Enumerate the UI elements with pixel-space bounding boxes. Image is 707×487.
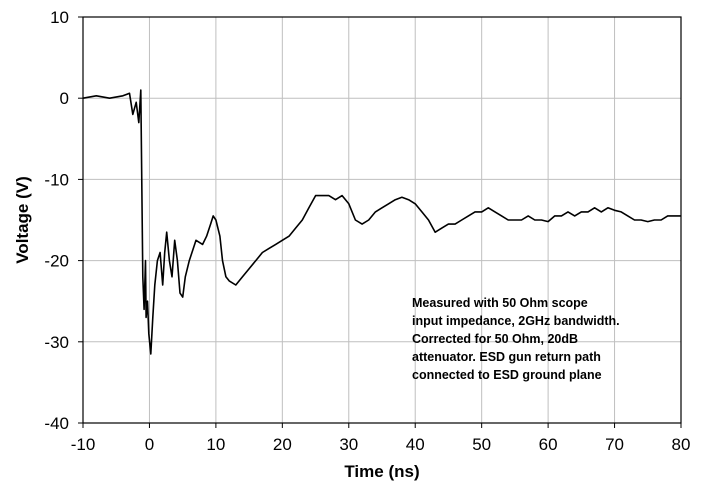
y-tick-label: -10 <box>44 170 69 189</box>
x-tick-label: -10 <box>71 435 96 454</box>
measurement-note-line: input impedance, 2GHz bandwidth. <box>412 314 620 328</box>
x-tick-label: 70 <box>605 435 624 454</box>
y-tick-labels: 10 0 -10 -20 -30 -40 <box>44 8 69 433</box>
y-tick-label: 0 <box>60 89 69 108</box>
x-tick-label: 60 <box>539 435 558 454</box>
x-tick-label: 40 <box>406 435 425 454</box>
measurement-note: Measured with 50 Ohm scope input impedan… <box>412 296 620 382</box>
y-tick-label: -20 <box>44 252 69 271</box>
x-tick-label: 30 <box>339 435 358 454</box>
x-tick-label: 10 <box>206 435 225 454</box>
y-axis-title: Voltage (V) <box>13 176 32 264</box>
x-tick-label: 50 <box>472 435 491 454</box>
measurement-note-line: attenuator. ESD gun return path <box>412 350 601 364</box>
x-axis-title: Time (ns) <box>344 462 419 481</box>
y-tick-label: -30 <box>44 333 69 352</box>
measurement-note-line: connected to ESD ground plane <box>412 368 602 382</box>
x-tick-label: 20 <box>273 435 292 454</box>
measurement-note-line: Measured with 50 Ohm scope <box>412 296 588 310</box>
measurement-note-line: Corrected for 50 Ohm, 20dB <box>412 332 578 346</box>
y-tick-label: -40 <box>44 414 69 433</box>
x-tick-label: 80 <box>672 435 691 454</box>
plot-frame <box>82 16 682 424</box>
x-tick-labels: -10 0 10 20 30 40 50 60 70 80 <box>71 435 691 454</box>
voltage-series-line <box>82 89 681 355</box>
y-tick-label: 10 <box>50 8 69 27</box>
axis-ticks <box>78 16 682 428</box>
grid-lines <box>83 17 681 423</box>
x-tick-label: 0 <box>145 435 154 454</box>
